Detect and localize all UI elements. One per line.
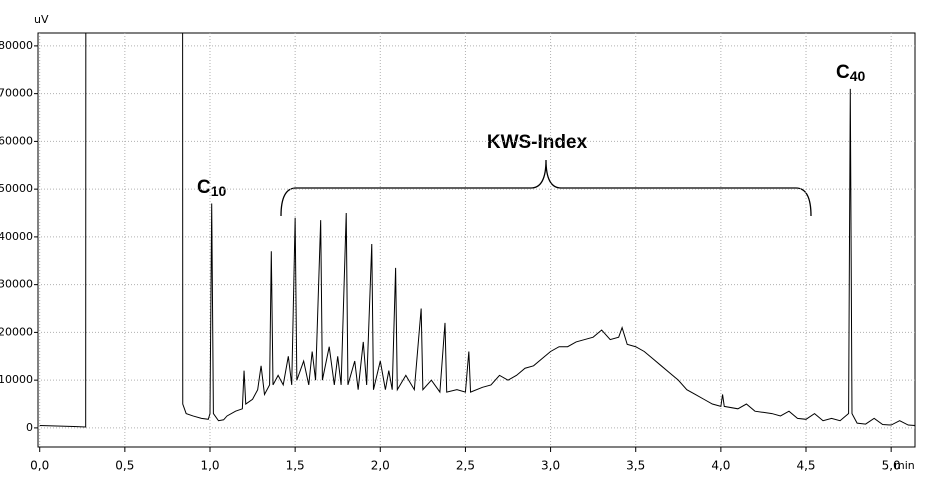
annotation: C10: [197, 177, 227, 199]
annotation: KWS-Index: [487, 132, 588, 153]
x-tick-label: 2,5: [456, 459, 475, 473]
y-tick-label: 50000: [0, 182, 33, 195]
y-tick-label: 40000: [0, 230, 33, 243]
x-tick-label: 2,0: [371, 459, 390, 473]
y-tick-label: 80000: [0, 39, 33, 52]
y-tick-label: 0: [26, 421, 33, 434]
x-axis-label: min: [894, 459, 915, 472]
x-tick-label: 4,0: [711, 459, 730, 473]
x-tick-label: 4,5: [796, 459, 815, 473]
y-tick-label: 70000: [0, 87, 33, 100]
x-tick-label: 1,5: [286, 459, 305, 473]
x-tick-label: 5,0: [882, 459, 901, 473]
y-axis-label: uV: [34, 13, 49, 26]
brace: [280, 159, 812, 217]
y-tick-label: 60000: [0, 134, 33, 147]
x-tick-label: 3,0: [541, 459, 560, 473]
signal-line: [39, 33, 915, 428]
x-tick-label: 3,5: [626, 459, 645, 473]
annotation: C40: [836, 62, 866, 84]
y-tick-label: 20000: [0, 325, 33, 338]
plot-frame: [37, 32, 916, 448]
y-tick-label: 30000: [0, 278, 33, 291]
x-tick-label: 0,0: [30, 459, 49, 473]
x-tick-label: 0,5: [115, 459, 134, 473]
x-tick-label: 1,0: [200, 459, 219, 473]
y-tick-label: 10000: [0, 373, 33, 386]
